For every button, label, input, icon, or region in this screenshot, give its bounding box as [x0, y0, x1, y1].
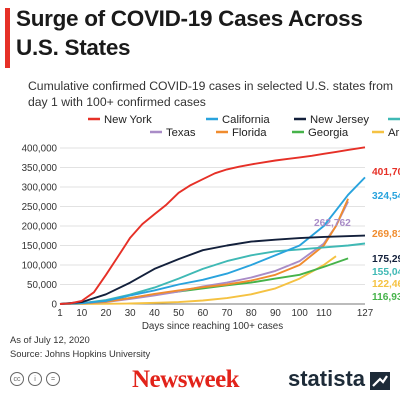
y-tick-label: 150,000	[22, 241, 58, 252]
source-block: As of July 12, 2020 Source: Johns Hopkin…	[10, 333, 150, 361]
newsweek-logo: Newsweek	[132, 366, 240, 393]
legend-label: Texas	[166, 127, 196, 139]
attribution-icon: i	[28, 372, 42, 386]
series-line-california	[59, 176, 366, 305]
x-tick-label: 70	[222, 308, 233, 319]
statista-logo: statista	[288, 366, 366, 391]
legend-label: California	[222, 114, 270, 126]
y-tick-label: 400,000	[22, 144, 58, 155]
series-line-arizona	[59, 255, 337, 305]
end-label-illinois: 155,048	[372, 267, 400, 278]
x-axis-title: Days since reaching 100+ cases	[142, 321, 283, 332]
x-tick-label: 50	[173, 308, 184, 319]
series-line-new-york	[59, 146, 366, 305]
source-note: Source: Johns Hopkins University	[10, 348, 151, 359]
end-label-georgia: 116,935	[372, 292, 400, 303]
legend-label: Georgia	[308, 127, 349, 139]
x-tick-label: 60	[197, 308, 208, 319]
date-note: As of July 12, 2020	[10, 334, 90, 345]
y-tick-label: 350,000	[22, 163, 58, 174]
x-tick-label: 1	[57, 308, 62, 319]
y-tick-label: 50,000	[27, 280, 58, 291]
x-tick-label: 40	[149, 308, 160, 319]
series-line-new-jersey	[59, 234, 366, 305]
chart-subtitle: Cumulative confirmed COVID-19 cases in s…	[28, 79, 394, 109]
end-label-arizona: 122,467	[372, 279, 400, 290]
end-label-new-jersey: 175,298	[372, 254, 400, 265]
x-tick-label: 30	[125, 308, 136, 319]
end-label-new-york: 401,706	[372, 167, 400, 178]
y-tick-label: 200,000	[22, 222, 58, 233]
y-tick-label: 300,000	[22, 183, 58, 194]
legend-label: New York	[104, 114, 152, 126]
end-label-florida: 269,811	[372, 229, 400, 240]
end-label-texas: 262,762	[314, 218, 351, 229]
chart-title: Surge of COVID-19 Cases Across U.S. Stat…	[16, 6, 363, 60]
legend-label: Florida	[232, 127, 267, 139]
x-tick-label: 80	[246, 308, 257, 319]
legend-label: Arizona	[388, 127, 400, 139]
title-accent-bar	[5, 8, 10, 68]
x-tick-label: 20	[101, 308, 112, 319]
y-tick-label: 100,000	[22, 261, 58, 272]
no-derivatives-icon: =	[46, 372, 60, 386]
x-tick-label: 127	[357, 308, 373, 319]
end-label-california: 324,543	[372, 191, 400, 202]
x-tick-label: 90	[270, 308, 281, 319]
footer: cc i = Newsweek statista	[0, 358, 400, 400]
y-tick-label: 250,000	[22, 202, 58, 213]
series-line-florida	[59, 198, 349, 305]
statista-mark-icon	[370, 372, 390, 390]
legend-label: New Jersey	[310, 114, 369, 126]
x-tick-label: 100	[291, 308, 308, 319]
x-tick-label: 10	[76, 308, 87, 319]
creative-commons-icon: cc	[10, 372, 24, 386]
x-tick-label: 110	[316, 308, 332, 319]
y-tick-label: 0	[52, 300, 58, 311]
